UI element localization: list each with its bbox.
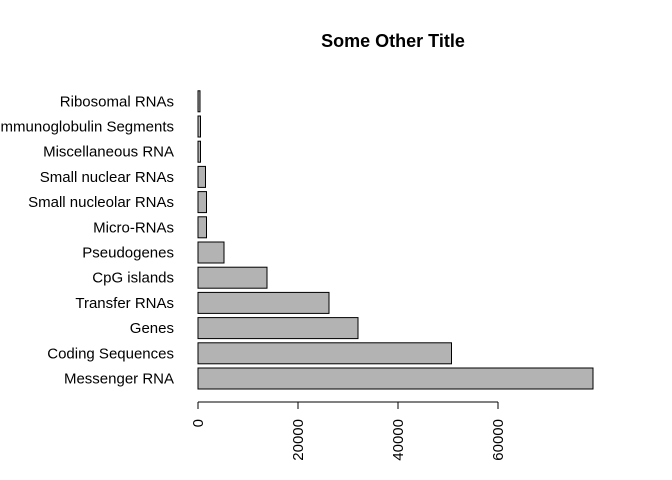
x-tick-label: 60000 [490,419,507,461]
category-label: CpG islands [92,270,174,287]
bar-messenger-rna [197,367,594,390]
bar-pseudogenes [197,241,225,264]
chart-title: Some Other Title [321,31,465,51]
x-axis: 0 20000 40000 60000 [190,401,507,461]
x-tick-label: 0 [190,419,207,427]
x-tick-label: 40000 [390,419,407,461]
category-label: Messenger RNA [64,371,174,388]
bar-miscellaneous-rna [197,140,201,163]
category-label: Immunoglobulin Segments [0,119,174,136]
category-label: Ribosomal RNAs [60,93,174,110]
bar-ribosomal-rnas [197,90,201,113]
bar-transfer-rnas [197,291,330,314]
bars-group [197,90,594,390]
category-label: Genes [130,320,174,337]
category-labels: Messenger RNA Coding Sequences Genes Transf… [0,93,174,387]
bar-cpg-islands [197,266,268,289]
bar-coding-sequences [197,342,452,365]
category-label: Coding Sequences [47,345,174,362]
category-label: Micro-RNAs [93,219,174,236]
bar-micro-rnas [197,216,207,239]
bar-small-nucleolar-rnas [197,191,207,214]
x-tick-label: 20000 [290,419,307,461]
bar-small-nuclear-rnas [197,165,206,188]
category-label: Miscellaneous RNA [43,144,174,161]
bar-immunoglobulin-segments [197,115,201,138]
bar-genes [197,317,359,340]
category-label: Pseudogenes [82,245,174,262]
category-label: Transfer RNAs [75,295,174,312]
category-label: Small nucleolar RNAs [28,194,174,211]
category-label: Small nuclear RNAs [40,169,174,186]
